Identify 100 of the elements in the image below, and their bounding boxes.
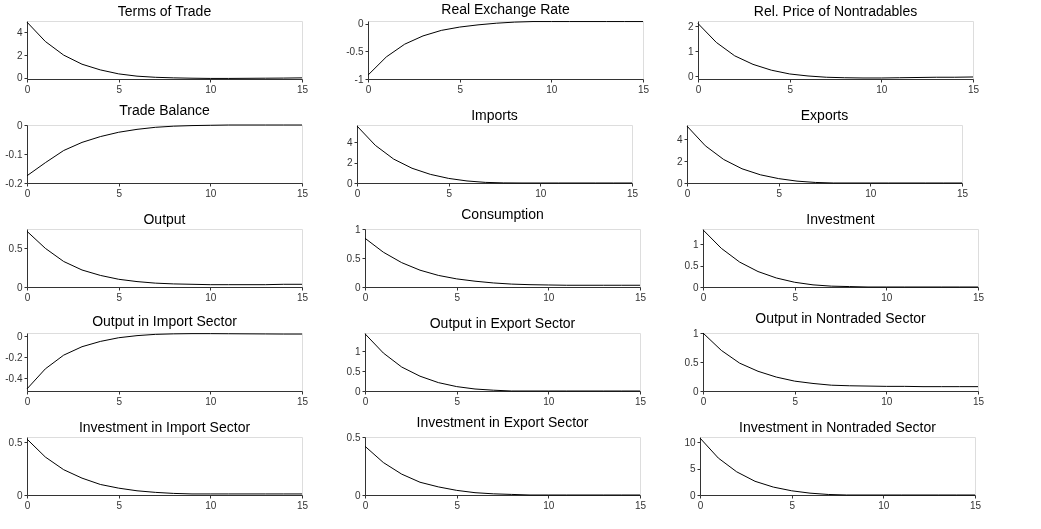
- x-tick-label: 10: [876, 83, 888, 95]
- x-tick-label: 15: [967, 83, 980, 95]
- chart-title: Output in Export Sector: [429, 315, 576, 331]
- y-tick-label: -0.5: [346, 45, 364, 57]
- y-tick-label: 0.5: [346, 431, 361, 443]
- y-tick-label: 1: [692, 327, 699, 339]
- x-tick-label: 15: [296, 395, 309, 407]
- line-series: [686, 125, 963, 184]
- y-tick-label: 0.5: [8, 436, 23, 448]
- line-series: [26, 438, 303, 495]
- line-series: [702, 229, 979, 288]
- y-tick-label: 0: [354, 281, 361, 293]
- x-tick-label: 10: [543, 499, 555, 511]
- y-tick-label: -0.4: [5, 372, 23, 384]
- x-tick-label: 10: [546, 83, 558, 95]
- x-tick-label: 0: [24, 395, 31, 407]
- y-tick-label: 2: [16, 49, 23, 61]
- x-tick-label: 15: [634, 395, 647, 407]
- y-tick-label: 0: [692, 281, 699, 293]
- y-tick-label: 0.5: [8, 242, 23, 254]
- y-tick-label: 0: [357, 18, 364, 30]
- y-tick-label: 1: [354, 345, 361, 357]
- y-tick-label: 4: [346, 136, 353, 148]
- chart-title: Rel. Price of Nontradables: [753, 3, 918, 19]
- y-tick-label: 2: [676, 155, 683, 167]
- x-tick-label: 15: [296, 187, 309, 199]
- x-tick-label: 0: [700, 395, 707, 407]
- x-tick-label: 0: [365, 83, 372, 95]
- y-tick-label: 0: [354, 489, 361, 501]
- x-tick-label: 5: [116, 395, 123, 407]
- y-tick-label: 0: [16, 330, 23, 342]
- x-tick-label: 5: [116, 499, 123, 511]
- y-tick-label: 0: [676, 177, 683, 189]
- x-tick-label: 10: [205, 83, 217, 95]
- chart-title: Output in Import Sector: [92, 313, 238, 330]
- x-tick-label: 0: [24, 83, 31, 95]
- x-tick-label: 15: [972, 291, 985, 303]
- x-tick-label: 15: [956, 187, 969, 199]
- x-tick-label: 0: [700, 291, 707, 303]
- chart-title: Investment in Import Sector: [78, 419, 251, 435]
- x-tick-label: 15: [972, 395, 985, 407]
- y-tick-label: 0: [16, 489, 23, 501]
- chart-title: Terms of Trade: [117, 3, 212, 19]
- chart-title: Consumption: [461, 206, 544, 222]
- x-tick-label: 15: [296, 83, 309, 95]
- x-tick-label: 15: [296, 291, 309, 303]
- line-series: [26, 124, 303, 177]
- x-tick-label: 15: [637, 83, 650, 95]
- x-tick-label: 10: [543, 291, 555, 303]
- line-series: [367, 21, 644, 76]
- y-tick-label: 0: [16, 119, 23, 131]
- y-tick-label: 5: [689, 463, 696, 475]
- chart-title: Output: [143, 211, 186, 227]
- line-series: [699, 437, 976, 496]
- y-tick-label: 0: [346, 177, 353, 189]
- x-tick-label: 5: [789, 499, 796, 511]
- x-tick-label: 10: [205, 291, 217, 303]
- chart-title: Exports: [800, 107, 849, 123]
- x-tick-label: 0: [24, 187, 31, 199]
- y-tick-label: 0: [687, 70, 694, 82]
- line-series: [697, 23, 974, 79]
- y-tick-label: 0: [354, 385, 361, 397]
- y-tick-label: -1: [354, 73, 364, 85]
- x-tick-label: 10: [205, 187, 217, 199]
- y-tick-label: 1: [354, 223, 361, 235]
- x-tick-label: 5: [446, 187, 453, 199]
- y-tick-label: 0.5: [346, 365, 361, 377]
- x-tick-label: 5: [116, 83, 123, 95]
- x-tick-label: 10: [878, 499, 890, 511]
- x-tick-label: 5: [116, 291, 123, 303]
- chart-title: Real Exchange Rate: [441, 0, 570, 17]
- x-tick-label: 10: [881, 395, 893, 407]
- chart-title: Investment in Nontraded Sector: [739, 419, 937, 435]
- x-tick-label: 15: [626, 187, 639, 199]
- y-tick-label: 10: [684, 436, 696, 448]
- x-tick-label: 10: [881, 291, 893, 303]
- x-tick-label: 15: [969, 499, 982, 511]
- x-tick-label: 10: [205, 395, 217, 407]
- x-tick-label: 10: [543, 395, 555, 407]
- x-tick-label: 0: [24, 291, 31, 303]
- y-tick-label: 0.5: [684, 260, 699, 272]
- x-tick-label: 5: [454, 291, 461, 303]
- y-tick-label: -0.2: [5, 177, 23, 189]
- y-tick-label: 1: [687, 45, 694, 57]
- x-tick-label: 10: [865, 187, 877, 199]
- y-tick-label: 4: [676, 133, 683, 145]
- x-tick-label: 15: [634, 291, 647, 303]
- y-tick-label: -0.2: [5, 351, 23, 363]
- x-tick-label: 10: [535, 187, 547, 199]
- x-tick-label: 5: [787, 83, 794, 95]
- y-tick-label: 1: [692, 238, 699, 250]
- x-tick-label: 5: [776, 187, 783, 199]
- y-tick-label: 0: [689, 489, 696, 501]
- y-tick-label: 0: [16, 72, 23, 84]
- x-tick-label: 5: [454, 499, 461, 511]
- x-tick-label: 5: [116, 187, 123, 199]
- x-tick-label: 5: [792, 395, 799, 407]
- y-tick-label: 2: [346, 157, 353, 169]
- y-tick-label: 0: [692, 385, 699, 397]
- y-tick-label: 4: [16, 26, 23, 38]
